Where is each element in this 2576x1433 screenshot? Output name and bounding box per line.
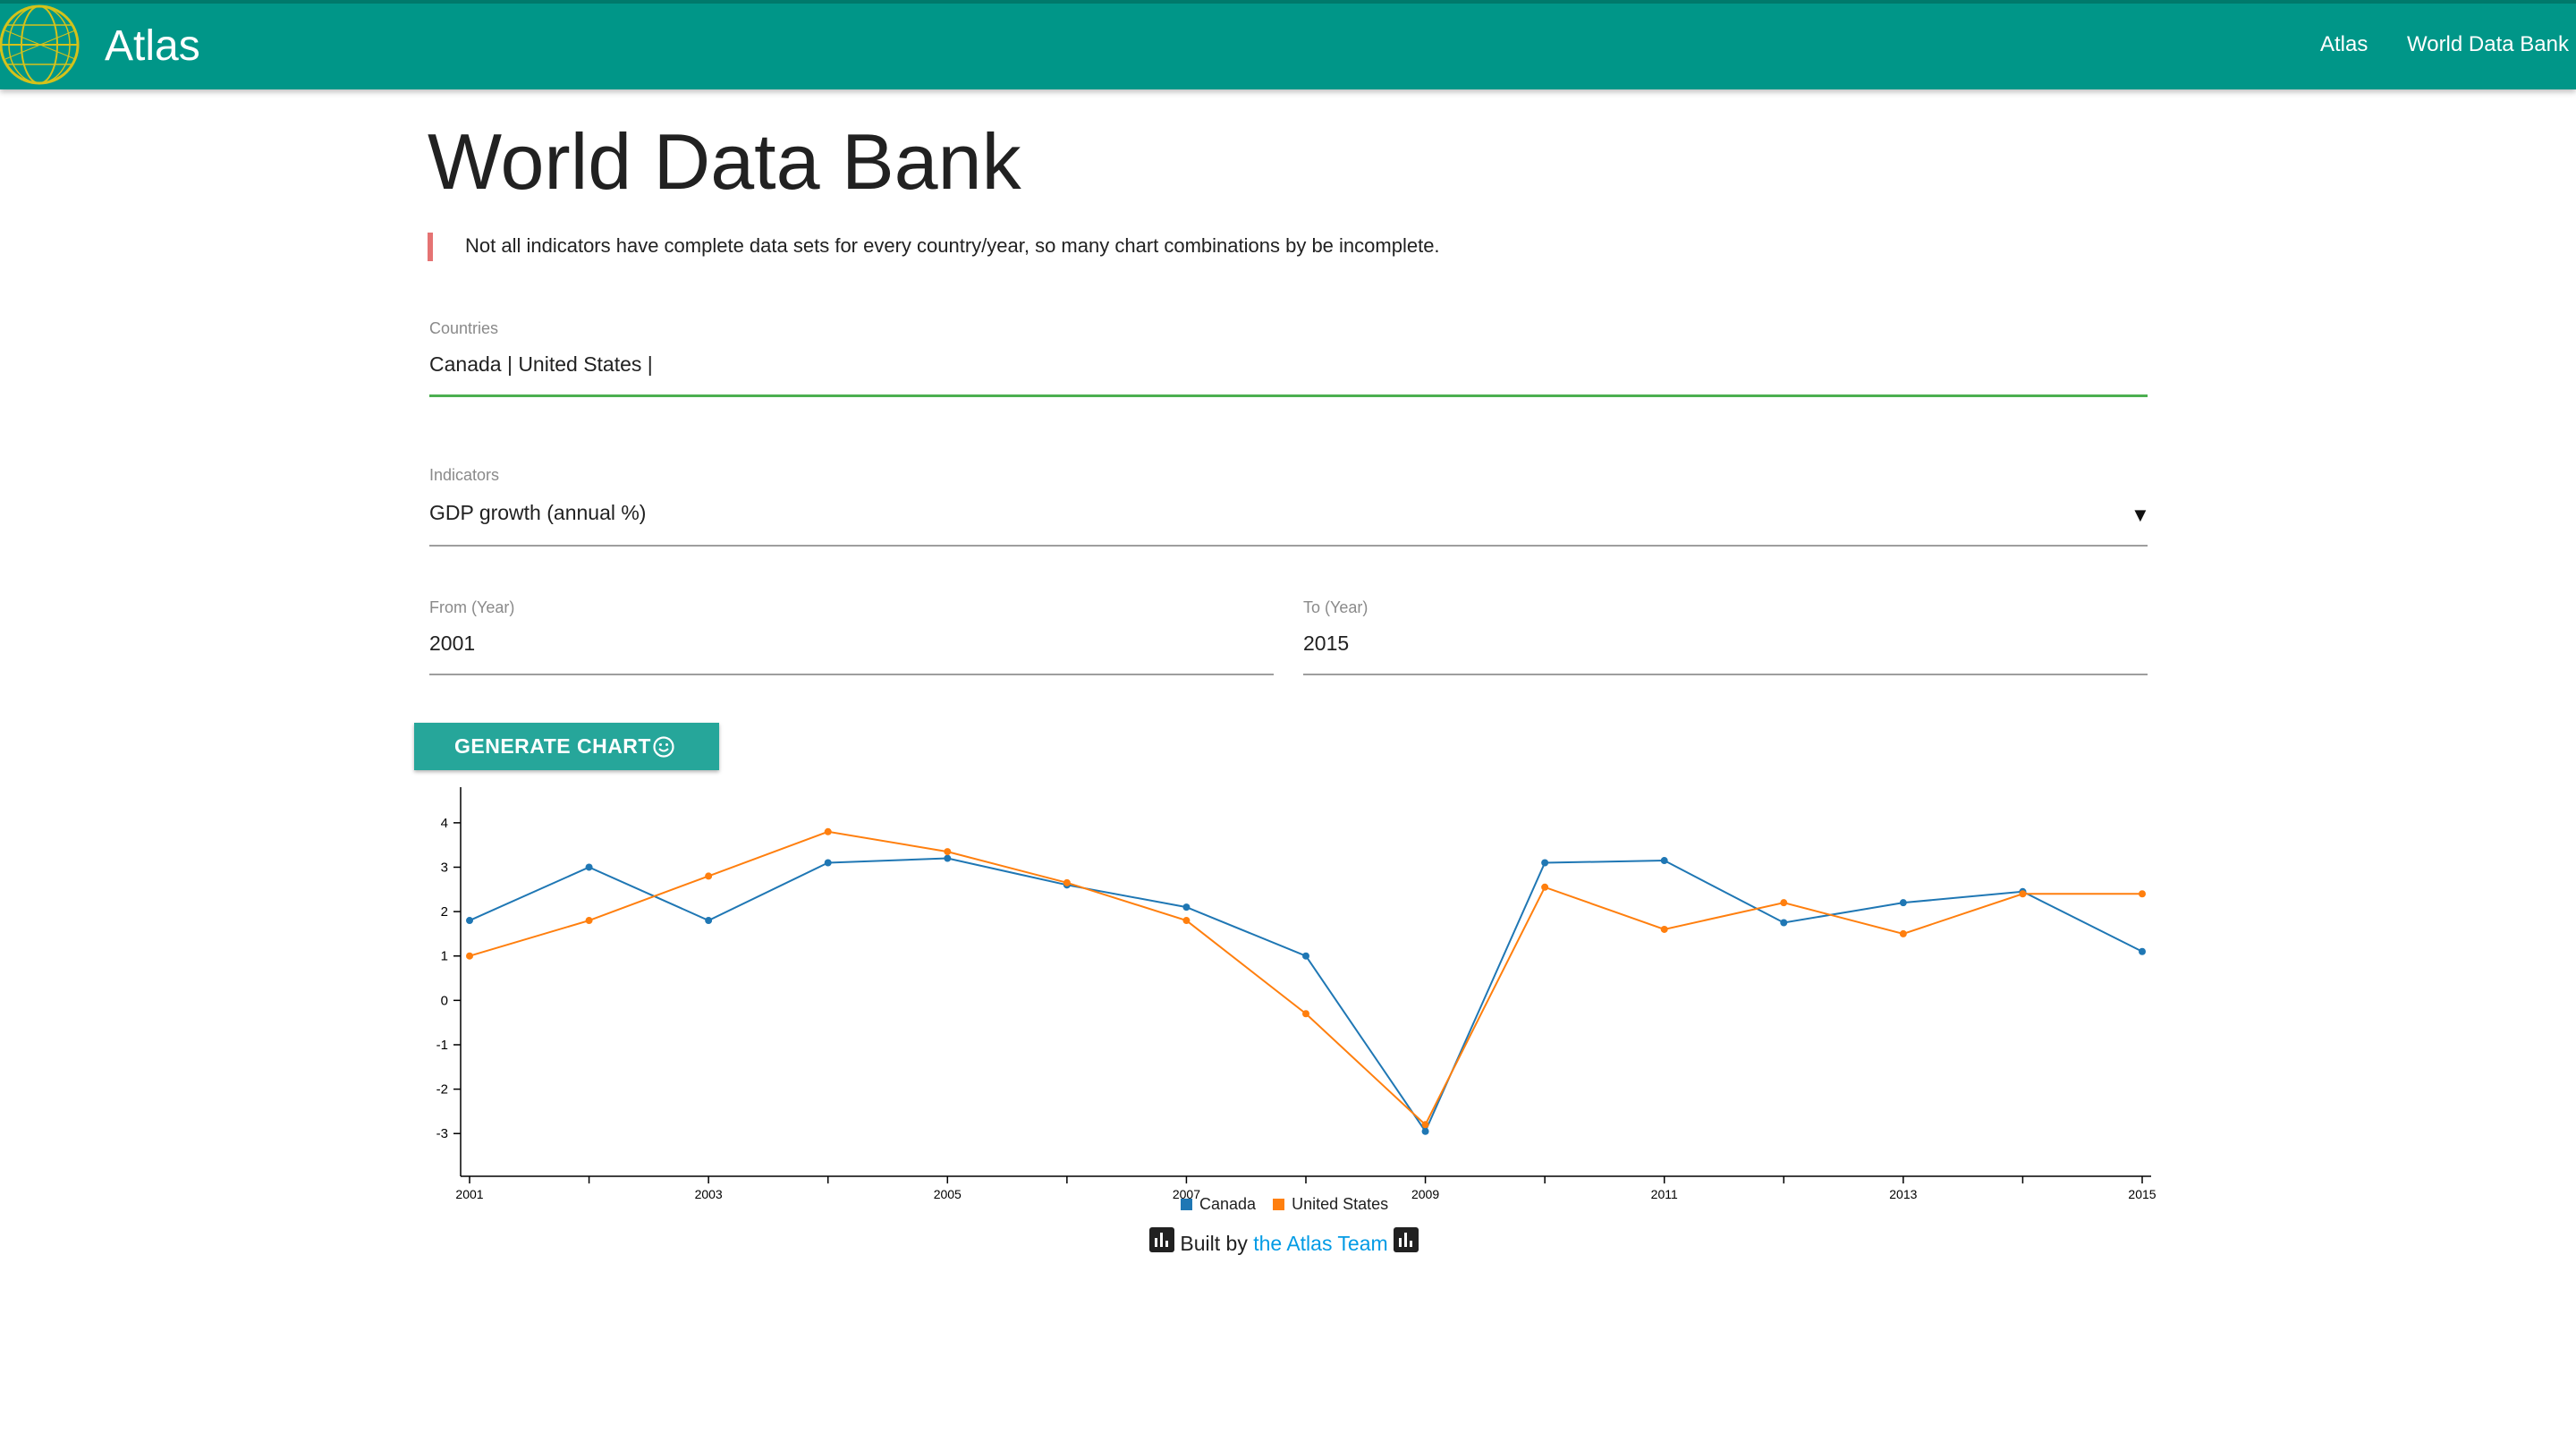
from-year-label: From (Year) [429,598,515,616]
data-point-united-states [944,848,952,856]
data-point-united-states [466,952,473,960]
data-point-canada [1302,952,1309,960]
x-tick-label: 2007 [1173,1187,1200,1199]
x-tick-label: 2015 [2128,1187,2156,1199]
top-navbar: Atlas Atlas World Data Bank [0,0,2576,89]
countries-label: Countries [429,319,499,337]
info-note: Not all indicators have complete data se… [428,233,1440,261]
y-tick-label: -3 [436,1126,448,1141]
data-point-canada [1421,1127,1429,1135]
data-point-united-states [1302,1010,1309,1018]
y-tick-label: 1 [441,949,448,964]
smiley-icon [652,735,675,759]
globe-icon[interactable] [0,4,82,89]
x-tick-label: 2013 [1889,1187,1917,1199]
data-point-united-states [1182,917,1191,925]
x-tick-label: 2005 [934,1187,962,1199]
generate-chart-button[interactable]: GENERATE CHART [414,723,719,770]
legend-item-united-states: United States [1273,1195,1388,1214]
y-tick-label: -2 [436,1082,448,1098]
series-line-united-states [469,830,2142,1126]
data-point-canada [1899,899,1907,907]
data-point-united-states [585,917,593,925]
indicators-underline [429,545,2148,547]
series-line-canada [469,857,2143,1133]
indicators-label: Indicators [429,466,500,484]
generate-chart-label: GENERATE CHART [454,734,651,758]
data-point-canada [466,917,473,925]
legend-swatch-canada [1181,1199,1192,1210]
footer-prefix: Built by [1180,1232,1248,1255]
countries-input[interactable]: Canada | United States | [429,352,653,376]
legend-swatch-united-states [1273,1199,1285,1210]
nav-link-world-data-bank[interactable]: World Data Bank [2407,32,2569,56]
bar-chart-icon [1149,1227,1174,1252]
data-point-canada [1182,903,1191,912]
atlas-team-link[interactable]: the Atlas Team [1253,1232,1388,1255]
chart-legend: Canada United States [1181,1195,1401,1214]
data-point-canada [824,859,832,867]
legend-label-united-states: United States [1292,1195,1389,1213]
y-tick-label: 0 [441,993,448,1008]
x-tick-label: 2001 [455,1187,483,1199]
bar-chart-icon [1394,1227,1419,1252]
x-tick-label: 2011 [1651,1187,1678,1199]
data-point-united-states [2139,890,2146,898]
data-point-canada [705,917,713,925]
y-tick-label: 2 [441,904,448,920]
data-point-united-states [1421,1121,1429,1129]
data-point-united-states [1541,883,1549,891]
data-point-canada [944,854,952,862]
y-tick-label: 4 [441,816,448,831]
footer: Built by the Atlas Team [1149,1227,1419,1256]
data-point-canada [2139,947,2146,955]
data-point-canada [1780,919,1788,927]
data-point-canada [585,863,593,871]
data-point-united-states [1899,929,1907,937]
data-point-united-states [824,827,832,835]
to-year-input[interactable]: 2015 [1303,632,1350,655]
nav-link-atlas[interactable]: Atlas [2320,32,2368,56]
data-point-united-states [705,872,713,880]
x-tick-label: 2009 [1411,1187,1439,1199]
data-point-united-states [1063,878,1071,886]
legend-item-canada: Canada [1181,1195,1256,1214]
x-tick-label: 2003 [695,1187,723,1199]
data-point-canada [1660,857,1668,865]
from-year-input[interactable]: 2001 [429,632,476,655]
brand-title[interactable]: Atlas [105,22,200,70]
data-point-canada [1541,859,1549,867]
to-year-underline [1303,674,2148,675]
y-tick-label: -1 [436,1038,448,1053]
data-point-united-states [2019,890,2027,898]
data-point-united-states [1660,925,1668,933]
page-title: World Data Bank [428,117,1021,206]
indicators-select[interactable]: GDP growth (annual %) [429,501,647,524]
from-year-underline [429,674,1274,675]
countries-underline [429,394,2148,397]
legend-label-canada: Canada [1199,1195,1257,1213]
to-year-label: To (Year) [1303,598,1368,616]
dropdown-arrow-icon[interactable]: ▼ [2131,504,2150,526]
gdp-line-chart: 4 3 2 1 0 -1 -2 -3 2001 2003 2005 2007 2009 2011 2013 2… [436,787,2156,1199]
data-point-united-states [1780,899,1788,907]
y-tick-label: 3 [441,860,448,875]
